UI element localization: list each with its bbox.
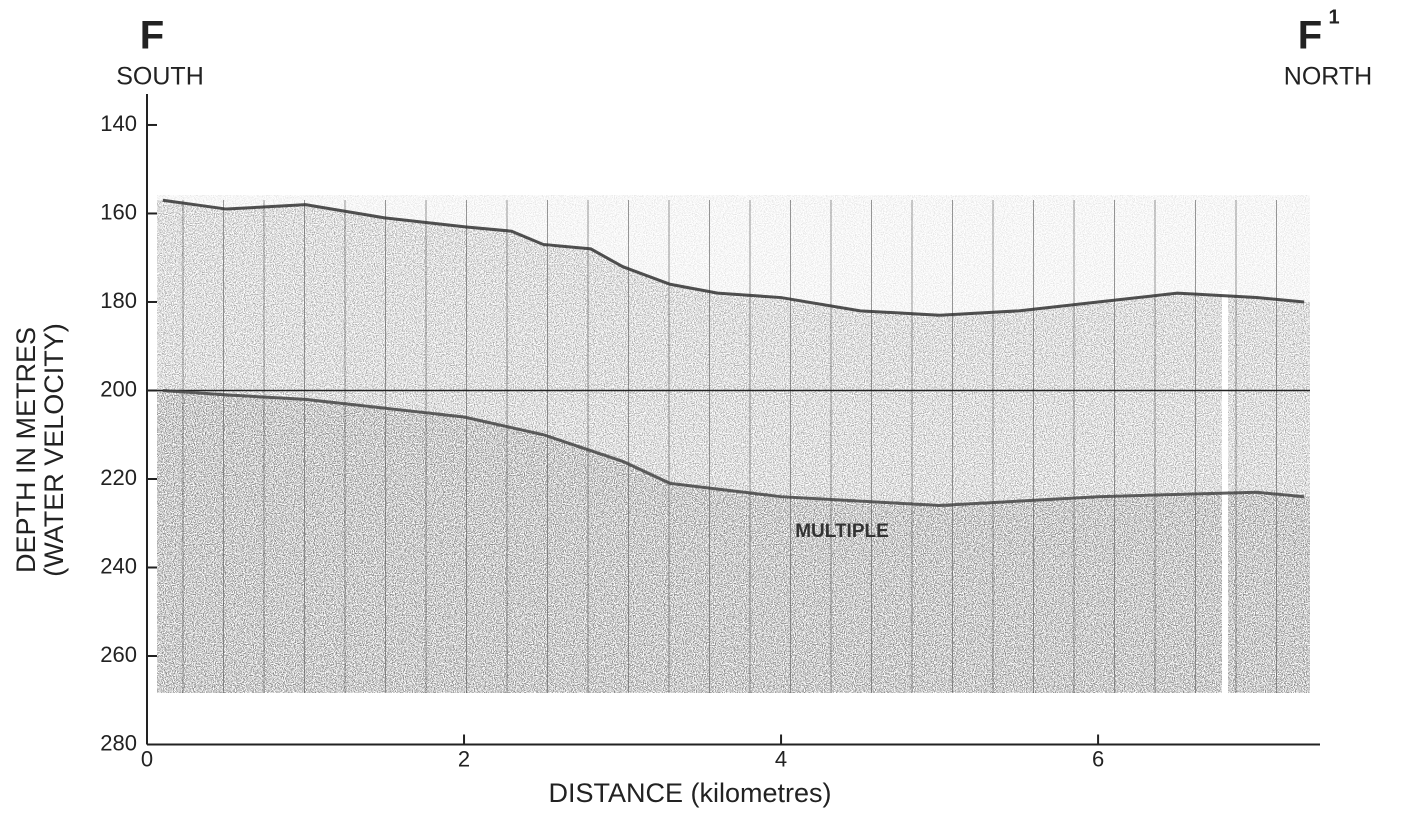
direction-label: SOUTH bbox=[116, 63, 204, 91]
x-tick-label: 0 bbox=[141, 746, 153, 771]
x-axis-label: DISTANCE (kilometres) bbox=[548, 778, 831, 808]
profile-superscript: 1 bbox=[1328, 6, 1339, 28]
x-tick-label: 2 bbox=[458, 746, 470, 771]
seismic-texture bbox=[157, 195, 1310, 693]
profile-letter: F bbox=[1298, 14, 1322, 58]
profile-letter: F bbox=[140, 14, 164, 58]
y-tick-label: 160 bbox=[100, 199, 137, 224]
x-tick-label: 4 bbox=[775, 746, 787, 771]
reflector-line bbox=[162, 198, 1305, 317]
y-tick-label: 140 bbox=[100, 111, 137, 136]
reflector-line bbox=[162, 388, 1305, 508]
record-gap bbox=[1222, 290, 1228, 693]
x-tick-label: 6 bbox=[1092, 746, 1104, 771]
annotation: MULTIPLE bbox=[795, 521, 889, 542]
y-tick-label: 220 bbox=[100, 465, 137, 490]
y-tick-label: 180 bbox=[100, 288, 137, 313]
y-tick-label: 260 bbox=[100, 642, 137, 667]
y-tick-label: 240 bbox=[100, 553, 137, 578]
y-tick-label: 280 bbox=[100, 730, 137, 755]
y-axis-label: DEPTH IN METRES bbox=[11, 327, 41, 573]
y-axis-label: (WATER VELOCITY) bbox=[39, 323, 69, 577]
direction-label: NORTH bbox=[1284, 63, 1372, 91]
y-tick-label: 200 bbox=[100, 376, 137, 401]
